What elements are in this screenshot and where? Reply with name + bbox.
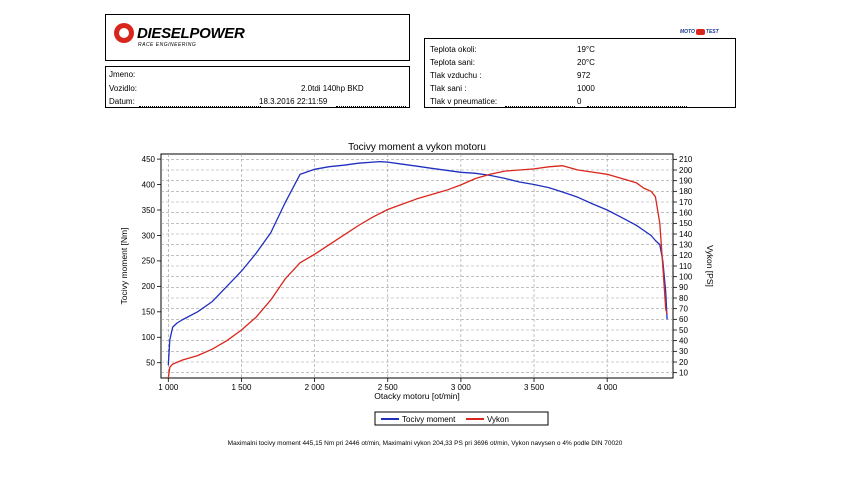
y2-tick-label: 40 <box>679 336 688 345</box>
x-tick-label: 2 500 <box>378 383 399 392</box>
car-label: Vozidlo: <box>109 84 138 93</box>
env-leader-4-right <box>587 106 687 107</box>
y2-tick-label: 170 <box>679 198 693 207</box>
logo-box: DIESELPOWER RACE ENGINEERING <box>105 14 410 61</box>
date-label: Datum: <box>109 97 135 106</box>
turbo-logo-icon <box>114 23 134 43</box>
y2-tick-label: 90 <box>679 283 688 292</box>
x-axis-label: Otacky motoru [ot/min] <box>374 391 460 401</box>
x-tick-label: 2 000 <box>305 383 326 392</box>
brand-name: DIESELPOWER <box>137 24 245 42</box>
y2-tick-label: 200 <box>679 166 693 175</box>
legend-box <box>374 411 549 426</box>
y-tick-label: 150 <box>142 308 156 317</box>
environment-box: Teplota okoli: 19°C Teplota sani: 20°C T… <box>424 38 736 108</box>
y2-tick-label: 30 <box>679 347 688 356</box>
name-label: Jmeno: <box>109 70 136 79</box>
y-tick-label: 350 <box>142 206 156 215</box>
env-value-3: 1000 <box>577 84 595 93</box>
footer-note: Maximalni tocivy moment 445,15 Nm pri 24… <box>227 440 623 447</box>
y-tick-label: 200 <box>142 282 156 291</box>
env-value-1: 20°C <box>577 58 595 67</box>
left-axis-ticks: 50 100 150 200 250 300 350 400 450 <box>142 155 161 368</box>
date-leader <box>139 106 261 107</box>
env-label-2: Tlak vzduchu : <box>430 71 482 80</box>
legend-power-label: Vykon <box>487 415 509 424</box>
y2-tick-label: 130 <box>679 240 693 249</box>
y2-axis-label: Vykon [PS] <box>705 245 715 287</box>
mototest-badge: MOTO TEST <box>680 29 719 35</box>
y2-tick-label: 10 <box>679 368 688 377</box>
env-leader-4 <box>505 106 575 107</box>
y-axis-label: Tocivy moment [Nm] <box>119 228 129 305</box>
y-tick-label: 450 <box>142 155 156 164</box>
y2-tick-label: 120 <box>679 251 693 260</box>
series-torque-line <box>167 160 668 366</box>
y2-tick-label: 80 <box>679 294 688 303</box>
x-tick-label: 1 500 <box>231 383 252 392</box>
y2-tick-label: 150 <box>679 219 693 228</box>
vehicle-info-box: Jmeno: Vozidlo: 2.0tdi 140hp BKD Datum: … <box>105 66 410 108</box>
x-tick-label: 4 000 <box>597 383 618 392</box>
brand-logo: DIESELPOWER <box>114 23 245 43</box>
legend-torque-label: Tocivy moment <box>402 415 456 424</box>
car-value: 2.0tdi 140hp BKD <box>301 84 364 93</box>
y2-tick-label: 110 <box>679 262 692 271</box>
y-tick-label: 100 <box>142 333 156 342</box>
badge-moto: MOTO <box>680 29 695 35</box>
y2-tick-label: 140 <box>679 230 693 239</box>
legend: Tocivy moment Vykon <box>374 411 549 426</box>
y2-tick-label: 60 <box>679 315 688 324</box>
series-lines <box>167 160 668 379</box>
env-label-4: Tlak v pneumatice: <box>430 97 498 106</box>
x-tick-label: 3 000 <box>451 383 472 392</box>
y-tick-label: 50 <box>146 359 155 368</box>
y2-tick-label: 210 <box>679 155 693 164</box>
env-label-1: Teplota sani: <box>430 58 475 67</box>
y2-tick-label: 190 <box>679 176 693 185</box>
date-value: 18.3.2016 22:11:59 <box>259 97 328 106</box>
right-axis-ticks: 1020304050607080901001101201301401501601… <box>673 155 693 377</box>
series-power-line <box>167 165 668 379</box>
env-value-4: 0 <box>577 97 582 106</box>
env-label-0: Teplota okoli: <box>430 45 477 54</box>
badge-test: TEST <box>705 29 719 35</box>
y-tick-label: 400 <box>142 180 156 189</box>
y2-tick-label: 20 <box>679 358 688 367</box>
y2-tick-label: 160 <box>679 208 693 217</box>
badge-logo-icon <box>695 29 705 35</box>
x-tick-label: 3 500 <box>524 383 545 392</box>
brand-subtitle: RACE ENGINEERING <box>138 42 197 48</box>
y2-tick-label: 50 <box>679 326 688 335</box>
x-axis-ticks: 1 000 1 500 2 000 2 500 3 000 3 500 4 000 <box>158 378 618 392</box>
y-tick-label: 250 <box>142 257 156 266</box>
y2-tick-label: 180 <box>679 187 693 196</box>
y2-tick-label: 70 <box>679 304 688 313</box>
chart-title: Tocivy moment a vykon motoru <box>348 142 486 153</box>
env-value-0: 19°C <box>577 45 595 54</box>
env-label-3: Tlak sani : <box>430 84 467 93</box>
x-tick-label: 1 000 <box>158 383 179 392</box>
date-leader-right <box>336 106 406 107</box>
env-value-2: 972 <box>577 71 591 80</box>
y-tick-label: 300 <box>142 231 156 240</box>
grid <box>161 154 673 378</box>
y2-tick-label: 100 <box>679 272 693 281</box>
